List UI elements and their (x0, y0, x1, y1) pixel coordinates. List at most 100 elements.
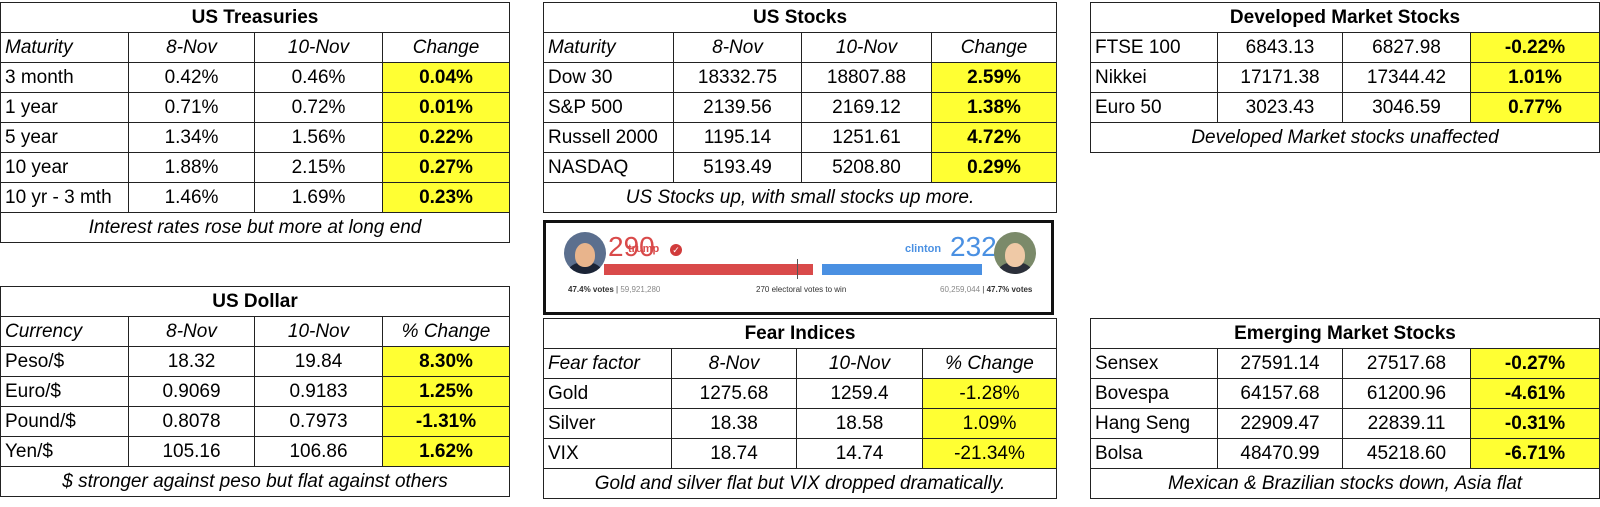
cell-value: 6827.98 (1342, 32, 1471, 63)
table-row: 10 year 1.88% 2.15% 0.27% (0, 152, 510, 183)
column-header: Change (382, 32, 510, 63)
cell-value: 5208.80 (801, 152, 932, 183)
table-row: Silver 18.38 18.58 1.09% (543, 408, 1058, 439)
row-label: Pound/$ (0, 406, 129, 437)
row-label: 5 year (0, 122, 129, 153)
table-note: Mexican & Brazilian stocks down, Asia fl… (1090, 468, 1600, 499)
cell-value: 17344.42 (1342, 62, 1471, 93)
change-cell: -21.34% (921, 438, 1058, 469)
change-cell: 0.29% (930, 152, 1058, 183)
cell-value: 2.15% (254, 152, 383, 183)
table-note: Gold and silver flat but VIX dropped dra… (542, 468, 1058, 499)
table-title: US Dollar (0, 286, 511, 317)
us-stocks-table: US Stocks Maturity 8-Nov 10-Nov Change D… (542, 2, 1058, 213)
cell-value: 0.7973 (254, 406, 383, 437)
table-row: 1 year 0.71% 0.72% 0.01% (0, 92, 510, 123)
row-label: Gold (543, 378, 672, 409)
cell-value: 27591.14 (1217, 348, 1343, 379)
change-cell: 0.01% (382, 92, 510, 123)
winner-check-icon: ✓ (670, 244, 682, 256)
table-row: NASDAQ 5193.49 5208.80 0.29% (543, 152, 1058, 183)
trump-popular-votes: 47.4% votes | 59,921,280 (568, 285, 661, 294)
cell-value: 6843.13 (1217, 32, 1343, 63)
table-row: S&P 500 2139.56 2169.12 1.38% (543, 92, 1058, 123)
cell-value: 1.88% (128, 152, 255, 183)
cell-value: 1251.61 (801, 122, 932, 153)
cell-value: 48470.99 (1217, 438, 1343, 469)
change-cell: 1.09% (921, 408, 1058, 439)
change-cell: -0.31% (1470, 408, 1600, 439)
us-dollar-table: US Dollar Currency 8-Nov 10-Nov % Change… (0, 286, 511, 497)
column-header: % Change (921, 348, 1058, 379)
majority-marker (797, 259, 798, 279)
row-label: Peso/$ (0, 346, 129, 377)
cell-value: 0.71% (128, 92, 255, 123)
table-note: Interest rates rose but more at long end (0, 212, 510, 243)
column-header: 8-Nov (673, 32, 802, 63)
table-row: Yen/$ 105.16 106.86 1.62% (0, 436, 511, 467)
cell-value: 18.74 (671, 438, 797, 469)
cell-value: 1.34% (128, 122, 255, 153)
cell-value: 64157.68 (1217, 378, 1343, 409)
change-cell: -0.27% (1470, 348, 1600, 379)
change-cell: -1.28% (921, 378, 1058, 409)
table-title: Fear Indices (542, 318, 1058, 349)
change-cell: 1.38% (930, 92, 1058, 123)
change-cell: 0.23% (382, 182, 510, 213)
row-label: Yen/$ (0, 436, 129, 467)
clinton-bar (822, 264, 982, 275)
cell-value: 2139.56 (673, 92, 802, 123)
change-cell: 1.62% (381, 436, 511, 467)
table-row: Nikkei 17171.38 17344.42 1.01% (1090, 62, 1600, 93)
table-note: US Stocks up, with small stocks up more. (542, 182, 1058, 213)
us-treasuries-table: US Treasuries Maturity 8-Nov 10-Nov Chan… (0, 2, 510, 243)
table-row: Sensex 27591.14 27517.68 -0.27% (1090, 348, 1600, 379)
win-threshold: 270 electoral votes to win (756, 285, 847, 294)
row-label: 1 year (0, 92, 129, 123)
cell-value: 27517.68 (1342, 348, 1471, 379)
change-cell: -4.61% (1470, 378, 1600, 409)
table-note: Developed Market stocks unaffected (1089, 122, 1600, 153)
cell-value: 18.58 (796, 408, 923, 439)
column-header: Currency (0, 316, 129, 347)
column-header: 8-Nov (671, 348, 797, 379)
column-header: Maturity (0, 32, 129, 63)
cell-value: 19.84 (254, 346, 383, 377)
table-row: FTSE 100 6843.13 6827.98 -0.22% (1090, 32, 1600, 63)
table-row: Peso/$ 18.32 19.84 8.30% (0, 346, 511, 377)
cell-value: 1.46% (128, 182, 255, 213)
change-cell: 4.72% (930, 122, 1058, 153)
trump-bar (604, 264, 813, 275)
cell-value: 18807.88 (801, 62, 932, 93)
table-title: US Treasuries (0, 2, 510, 33)
row-label: Russell 2000 (543, 122, 674, 153)
column-header: 10-Nov (254, 32, 383, 63)
table-row: Russell 2000 1195.14 1251.61 4.72% (543, 122, 1058, 153)
developed-market-stocks-table: Developed Market Stocks FTSE 100 6843.13… (1089, 2, 1600, 153)
row-label: FTSE 100 (1090, 32, 1218, 63)
change-cell: 0.77% (1469, 92, 1600, 123)
row-label: 3 month (0, 62, 129, 93)
table-row: VIX 18.74 14.74 -21.34% (543, 438, 1058, 469)
cell-value: 2169.12 (801, 92, 932, 123)
clinton-electoral-votes: 232 (950, 231, 997, 262)
row-label: Bolsa (1090, 438, 1218, 469)
column-header: Maturity (543, 32, 674, 63)
clinton-popular-votes: 60,259,044 | 47.7% votes (940, 285, 1033, 294)
row-label: Hang Seng (1090, 408, 1218, 439)
cell-value: 5193.49 (673, 152, 802, 183)
table-row: Dow 30 18332.75 18807.88 2.59% (543, 62, 1058, 93)
column-header: 8-Nov (128, 316, 255, 347)
cell-value: 45218.60 (1342, 438, 1471, 469)
table-row: Bolsa 48470.99 45218.60 -6.71% (1090, 438, 1600, 469)
cell-value: 18.32 (128, 346, 255, 377)
table-row: Pound/$ 0.8078 0.7973 -1.31% (0, 406, 511, 437)
change-cell: 8.30% (381, 346, 511, 377)
clinton-avatar (994, 232, 1036, 274)
trump-label: trump (628, 243, 660, 255)
change-cell: -6.71% (1470, 438, 1600, 469)
cell-value: 14.74 (796, 438, 923, 469)
column-header: 8-Nov (128, 32, 255, 63)
cell-value: 0.9183 (254, 376, 383, 407)
cell-value: 3046.59 (1342, 92, 1471, 123)
